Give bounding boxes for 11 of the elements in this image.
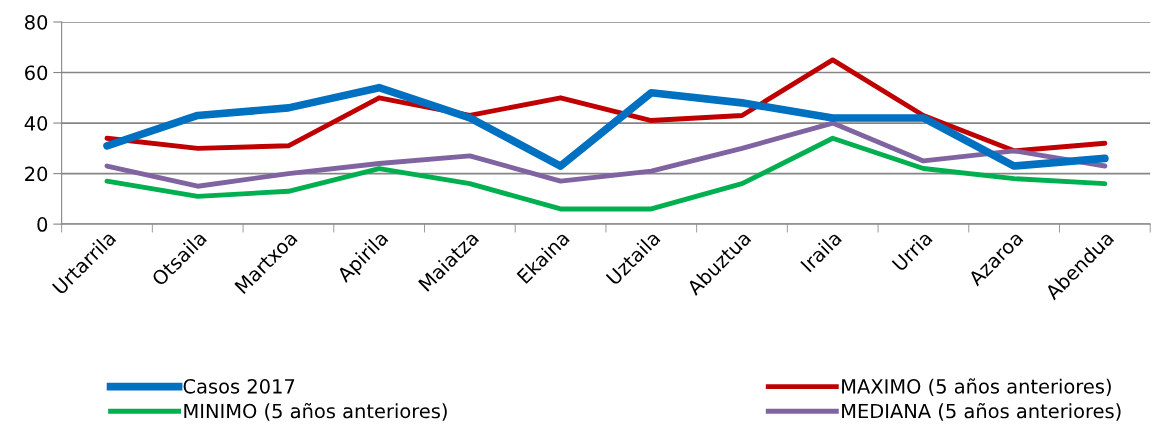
- line-series: [104, 135, 1108, 212]
- y-tick-label: 40: [24, 116, 48, 131]
- legend-label: Casos 2017: [183, 378, 295, 394]
- legend-label: MEDIANA (5 años anteriores): [842, 402, 1121, 421]
- y-tick-label: 20: [25, 166, 48, 182]
- y-tick-label: 60: [25, 65, 48, 81]
- y-tick-label: 80: [25, 14, 48, 30]
- y-tick-label: 0: [37, 217, 48, 232]
- legend-label: MINIMO (5 años anteriores): [184, 402, 447, 421]
- legend-label: MAXIMO (5 años anteriores): [842, 378, 1111, 396]
- line-series: [104, 120, 1108, 189]
